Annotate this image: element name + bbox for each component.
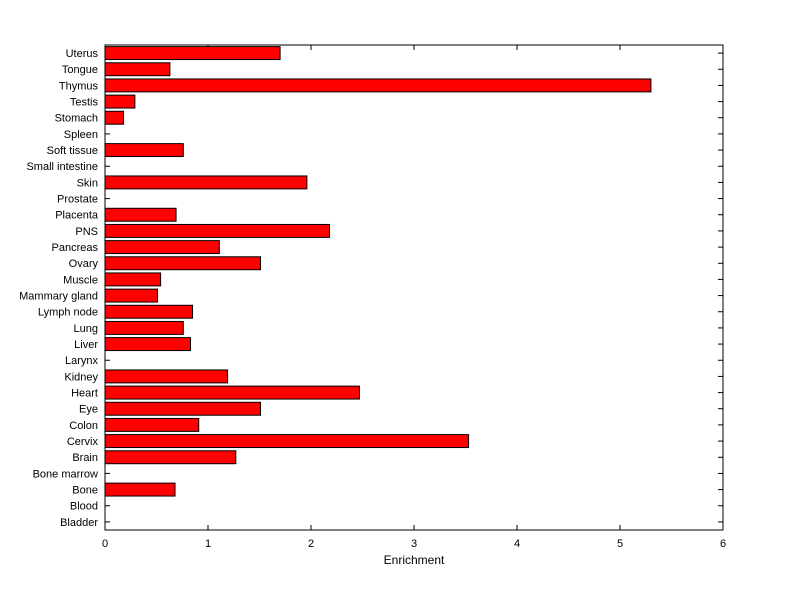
bar-testis: [104, 94, 136, 109]
y-category-label-bone-marrow: Bone marrow: [33, 468, 98, 480]
y-category-label-liver: Liver: [74, 339, 98, 351]
x-tick-label-0: 0: [102, 538, 108, 550]
y-category-label-muscle: Muscle: [63, 274, 98, 286]
bar-lung: [104, 320, 184, 335]
x-axis-label: Enrichment: [384, 553, 445, 567]
y-category-label-eye: Eye: [79, 404, 98, 416]
y-category-label-cervix: Cervix: [67, 436, 99, 448]
y-category-label-tongue: Tongue: [62, 64, 98, 76]
bar-muscle: [104, 272, 162, 287]
y-category-label-stomach: Stomach: [55, 113, 98, 125]
x-tick-label-5: 5: [617, 538, 623, 550]
y-category-label-bladder: Bladder: [60, 517, 98, 529]
bar-stomach: [104, 110, 125, 125]
bar-pancreas: [104, 240, 220, 255]
bar-tongue: [104, 62, 171, 77]
y-category-label-pancreas: Pancreas: [52, 242, 99, 254]
bar-cervix: [104, 434, 470, 449]
y-category-label-uterus: Uterus: [66, 48, 99, 60]
x-tick-label-2: 2: [308, 538, 314, 550]
bar-mammary-gland: [104, 288, 159, 303]
y-category-label-blood: Blood: [70, 501, 98, 513]
bar-eye: [104, 401, 262, 416]
y-category-label-colon: Colon: [69, 420, 98, 432]
y-category-label-small-intestine: Small intestine: [26, 161, 98, 173]
y-category-label-ovary: Ovary: [69, 258, 99, 270]
y-category-label-bone: Bone: [72, 484, 98, 496]
y-category-label-thymus: Thymus: [59, 80, 99, 92]
y-category-label-pns: PNS: [75, 226, 98, 238]
bar-heart: [104, 385, 360, 400]
x-tick-label-6: 6: [720, 538, 726, 550]
y-category-label-mammary-gland: Mammary gland: [19, 290, 98, 302]
bar-colon: [104, 417, 200, 432]
y-category-label-spleen: Spleen: [64, 129, 98, 141]
bar-uterus: [104, 46, 281, 61]
y-category-label-kidney: Kidney: [64, 371, 98, 383]
y-category-label-brain: Brain: [72, 452, 98, 464]
bar-pns: [104, 223, 331, 238]
bar-liver: [104, 337, 191, 352]
bar-soft-tissue: [104, 143, 184, 158]
y-category-label-skin: Skin: [77, 177, 98, 189]
y-category-label-prostate: Prostate: [57, 193, 98, 205]
x-tick-label-4: 4: [514, 538, 520, 550]
bar-kidney: [104, 369, 229, 384]
bar-skin: [104, 175, 308, 190]
x-tick-label-3: 3: [411, 538, 417, 550]
bar-brain: [104, 450, 237, 465]
y-category-label-larynx: Larynx: [65, 355, 99, 367]
y-category-label-lung: Lung: [74, 323, 98, 335]
bar-bone: [104, 482, 176, 497]
bar-placenta: [104, 207, 177, 222]
y-category-label-lymph-node: Lymph node: [38, 307, 98, 319]
bar-ovary: [104, 256, 262, 271]
x-tick-label-1: 1: [205, 538, 211, 550]
bar-thymus: [104, 78, 652, 93]
y-category-label-testis: Testis: [70, 96, 99, 108]
bar-lymph-node: [104, 304, 194, 319]
y-category-label-soft-tissue: Soft tissue: [47, 145, 98, 157]
plot-border: [104, 44, 724, 531]
y-category-label-placenta: Placenta: [55, 210, 99, 222]
y-category-label-heart: Heart: [71, 387, 98, 399]
